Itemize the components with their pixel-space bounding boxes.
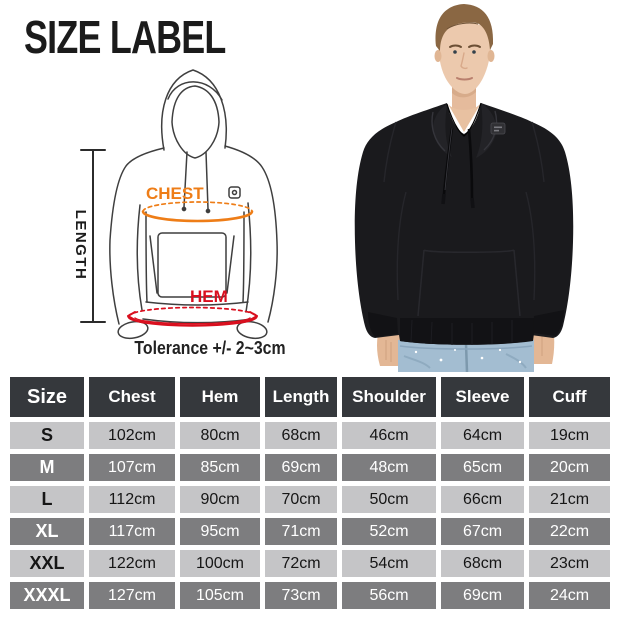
size-cell: L <box>10 486 84 513</box>
table-row: L 112cm 90cm 70cm 50cm 66cm 21cm <box>10 486 610 513</box>
value-cell: 23cm <box>529 550 610 577</box>
value-cell: 46cm <box>342 422 436 449</box>
black-hoodie <box>354 102 574 345</box>
length-label: LENGTH <box>72 210 89 281</box>
tolerance-note: Tolerance +/- 2~3cm <box>134 338 286 358</box>
value-cell: 90cm <box>180 486 260 513</box>
value-cell: 67cm <box>441 518 524 545</box>
value-cell: 70cm <box>265 486 337 513</box>
value-cell: 66cm <box>441 486 524 513</box>
value-cell: 72cm <box>265 550 337 577</box>
value-cell: 102cm <box>89 422 175 449</box>
value-cell: 73cm <box>265 582 337 609</box>
table-row: XXXL 127cm 105cm 73cm 56cm 69cm 24cm <box>10 582 610 609</box>
value-cell: 20cm <box>529 454 610 481</box>
page-title: SIZE LABEL <box>24 11 226 63</box>
value-cell: 105cm <box>180 582 260 609</box>
value-cell: 69cm <box>265 454 337 481</box>
size-cell: S <box>10 422 84 449</box>
value-cell: 85cm <box>180 454 260 481</box>
value-cell: 69cm <box>441 582 524 609</box>
hem-ellipse <box>127 306 258 327</box>
value-cell: 56cm <box>342 582 436 609</box>
chest-ellipse <box>141 201 254 223</box>
jeans <box>398 340 534 372</box>
value-cell: 100cm <box>180 550 260 577</box>
length-measure-line <box>80 149 106 323</box>
power-button-icon <box>228 186 241 199</box>
hem-label: HEM <box>190 287 228 306</box>
value-cell: 107cm <box>89 454 175 481</box>
size-cell: XXXL <box>10 582 84 609</box>
table-row: S 102cm 80cm 68cm 46cm 64cm 19cm <box>10 422 610 449</box>
value-cell: 64cm <box>441 422 524 449</box>
value-cell: 21cm <box>529 486 610 513</box>
value-cell: 54cm <box>342 550 436 577</box>
value-cell: 80cm <box>180 422 260 449</box>
value-cell: 122cm <box>89 550 175 577</box>
value-cell: 48cm <box>342 454 436 481</box>
value-cell: 95cm <box>180 518 260 545</box>
value-cell: 65cm <box>441 454 524 481</box>
column-header: Hem <box>180 377 260 417</box>
size-table-body: S 102cm 80cm 68cm 46cm 64cm 19cm M 107cm 85cm 69cm… <box>10 422 610 609</box>
column-header: Cuff <box>529 377 610 417</box>
table-row: XXL 122cm 100cm 72cm 54cm 68cm 23cm <box>10 550 610 577</box>
size-cell: M <box>10 454 84 481</box>
column-header: Size <box>10 377 84 417</box>
column-header: Sleeve <box>441 377 524 417</box>
table-row: M 107cm 85cm 69cm 48cm 65cm 20cm <box>10 454 610 481</box>
value-cell: 22cm <box>529 518 610 545</box>
model-figure <box>354 4 574 372</box>
model-photo <box>354 4 574 372</box>
header-row: Size Chest Hem Length Shoulder Sleeve Cuff <box>10 377 610 417</box>
chest-label: CHEST <box>146 184 204 203</box>
value-cell: 71cm <box>265 518 337 545</box>
table-row: XL 117cm 95cm 71cm 52cm 67cm 22cm <box>10 518 610 545</box>
size-table: Size Chest Hem Length Shoulder Sleeve Cuff S 10… <box>5 372 615 614</box>
column-header: Chest <box>89 377 175 417</box>
value-cell: 68cm <box>441 550 524 577</box>
value-cell: 19cm <box>529 422 610 449</box>
size-cell: XL <box>10 518 84 545</box>
value-cell: 127cm <box>89 582 175 609</box>
value-cell: 68cm <box>265 422 337 449</box>
column-header: Shoulder <box>342 377 436 417</box>
size-diagram: LENGTH CHEST HEM <box>72 69 278 340</box>
size-cell: XXL <box>10 550 84 577</box>
chest-logo-patch <box>490 122 506 135</box>
value-cell: 112cm <box>89 486 175 513</box>
value-cell: 24cm <box>529 582 610 609</box>
column-header: Length <box>265 377 337 417</box>
value-cell: 50cm <box>342 486 436 513</box>
value-cell: 117cm <box>89 518 175 545</box>
value-cell: 52cm <box>342 518 436 545</box>
